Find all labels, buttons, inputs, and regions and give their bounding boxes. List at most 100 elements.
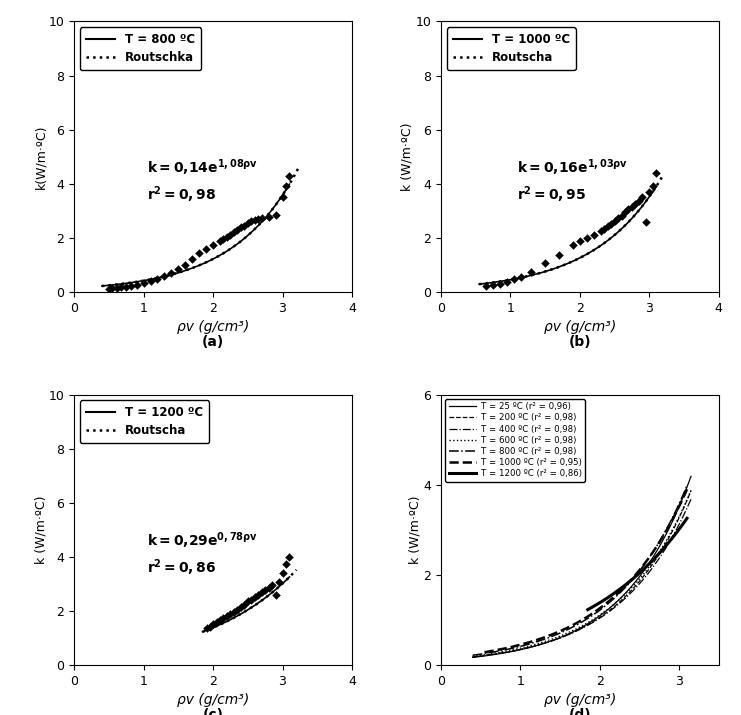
Point [553,249,565,260]
T = 1000 ºC (r² = 0,95) [546,631,555,639]
Point [204,621,216,632]
Point [111,282,123,293]
Point [239,220,250,232]
T = 800 ºC (r² = 0,98) [494,647,503,656]
Point [249,591,261,603]
Point [595,225,607,237]
Point [259,584,271,596]
Legend: T = 1200 ºC, Routscha: T = 1200 ºC, Routscha [80,400,209,443]
Text: (a): (a) [202,335,225,349]
T = 25 ºC (r² = 0,96) [605,603,614,612]
Text: (c): (c) [202,708,224,715]
Point [608,215,620,227]
T = 200 ºC (r² = 0,98) [468,653,477,661]
Point [130,279,142,290]
Point [252,589,264,601]
Point [525,266,537,277]
Line: T = 400 ºC (r² = 0,98): T = 400 ºC (r² = 0,98) [473,499,691,657]
T = 400 ºC (r² = 0,98) [626,589,635,598]
Point [280,181,292,192]
Point [235,601,247,613]
Point [228,606,240,618]
Point [637,192,648,203]
Point [107,282,119,294]
T = 1200 ºC (r² = 0,86) [622,579,631,588]
Point [239,599,250,611]
T = 25 ºC (r² = 0,96) [539,639,548,648]
Line: T = 1000 ºC (r² = 0,95): T = 1000 ºC (r² = 0,95) [485,489,687,652]
Point [245,215,257,227]
Point [144,275,156,287]
Line: T = 25 ºC (r² = 0,96): T = 25 ºC (r² = 0,96) [473,476,691,657]
T = 1000 ºC (r² = 0,95) [480,648,489,656]
Point [125,280,137,292]
Point [218,233,230,245]
T = 800 ºC (r² = 0,98) [624,580,633,588]
T = 200 ºC (r² = 0,98) [605,606,614,614]
T = 200 ºC (r² = 0,98) [627,586,636,595]
Point [508,274,519,285]
T = 1200 ºC (r² = 0,86) [583,606,592,614]
T = 1000 ºC (r² = 0,95) [608,594,617,603]
Point [480,281,492,292]
Point [539,257,551,269]
T = 800 ºC (r² = 0,98) [468,651,477,659]
T = 400 ºC (r² = 0,98) [494,649,503,658]
T = 600 ºC (r² = 0,98) [555,632,564,641]
Point [630,198,642,209]
X-axis label: ρv (g/cm³): ρv (g/cm³) [544,694,616,707]
T = 1000 ºC (r² = 0,95) [628,575,637,583]
Point [605,218,617,230]
Point [276,567,288,578]
Point [276,192,288,203]
Point [273,577,285,588]
T = 1000 ºC (r² = 0,95) [505,644,514,652]
T = 800 ºC (r² = 0,98) [538,636,547,644]
Text: (d): (d) [568,708,591,715]
Y-axis label: k(W/m·ºC): k(W/m·ºC) [34,124,47,189]
Point [633,195,645,207]
T = 200 ºC (r² = 0,98) [555,634,564,643]
T = 200 ºC (r² = 0,98) [539,639,548,648]
Point [581,232,593,244]
Point [284,170,296,182]
Point [231,225,243,236]
Point [151,273,163,285]
T = 1200 ºC (r² = 0,86) [616,585,625,593]
Text: $\mathbf{k = 0{,}29e}$$^{\mathbf{0,78ρv}}$: $\mathbf{k = 0{,}29e}$$^{\mathbf{0,78ρv}… [147,531,258,551]
Legend: T = 25 ºC (r² = 0,96), T = 200 ºC (r² = 0,98), T = 400 ºC (r² = 0,98), T = 600 º: T = 25 ºC (r² = 0,96), T = 200 ºC (r² = … [445,399,585,482]
Line: T = 600 ºC (r² = 0,98): T = 600 ºC (r² = 0,98) [473,490,691,656]
Text: $\mathbf{k = 0{,}14e}$$^{\mathbf{1,08ρv}}$: $\mathbf{k = 0{,}14e}$$^{\mathbf{1,08ρv}… [147,158,258,178]
Point [256,212,268,224]
Point [235,222,247,233]
Point [262,582,274,593]
Point [626,201,638,212]
T = 25 ºC (r² = 0,96) [627,582,636,591]
T = 25 ºC (r² = 0,96) [626,583,635,592]
Point [214,235,226,247]
Text: $\mathbf{r^2 = 0,86}$: $\mathbf{r^2 = 0,86}$ [147,558,216,578]
Text: $\mathbf{k = 0{,}16e}$$^{\mathbf{1,03ρv}}$: $\mathbf{k = 0{,}16e}$$^{\mathbf{1,03ρv}… [517,158,628,178]
Point [270,589,282,601]
T = 600 ºC (r² = 0,98) [468,652,477,661]
Point [200,243,212,255]
Point [567,240,579,251]
Point [207,239,219,250]
T = 1200 ºC (r² = 0,86) [656,548,665,557]
T = 600 ºC (r² = 0,98) [605,603,614,612]
T = 600 ºC (r² = 0,98) [539,638,548,646]
T = 1000 ºC (r² = 0,95) [682,485,691,493]
T = 1200 ºC (r² = 0,86) [645,558,654,567]
Point [501,276,513,287]
T = 600 ºC (r² = 0,98) [686,486,695,495]
T = 25 ºC (r² = 0,96) [686,472,695,480]
Point [186,254,198,265]
Text: $\mathbf{r^2 = 0,98}$: $\mathbf{r^2 = 0,98}$ [147,184,216,205]
T = 600 ºC (r² = 0,98) [494,649,503,657]
Line: T = 200 ºC (r² = 0,98): T = 200 ºC (r² = 0,98) [473,490,691,657]
X-axis label: ρv (g/cm³): ρv (g/cm³) [544,320,616,334]
T = 600 ºC (r² = 0,98) [626,585,635,593]
Point [193,247,205,259]
Point [165,267,177,279]
Y-axis label: k (W/m·ºC): k (W/m·ºC) [401,122,414,191]
